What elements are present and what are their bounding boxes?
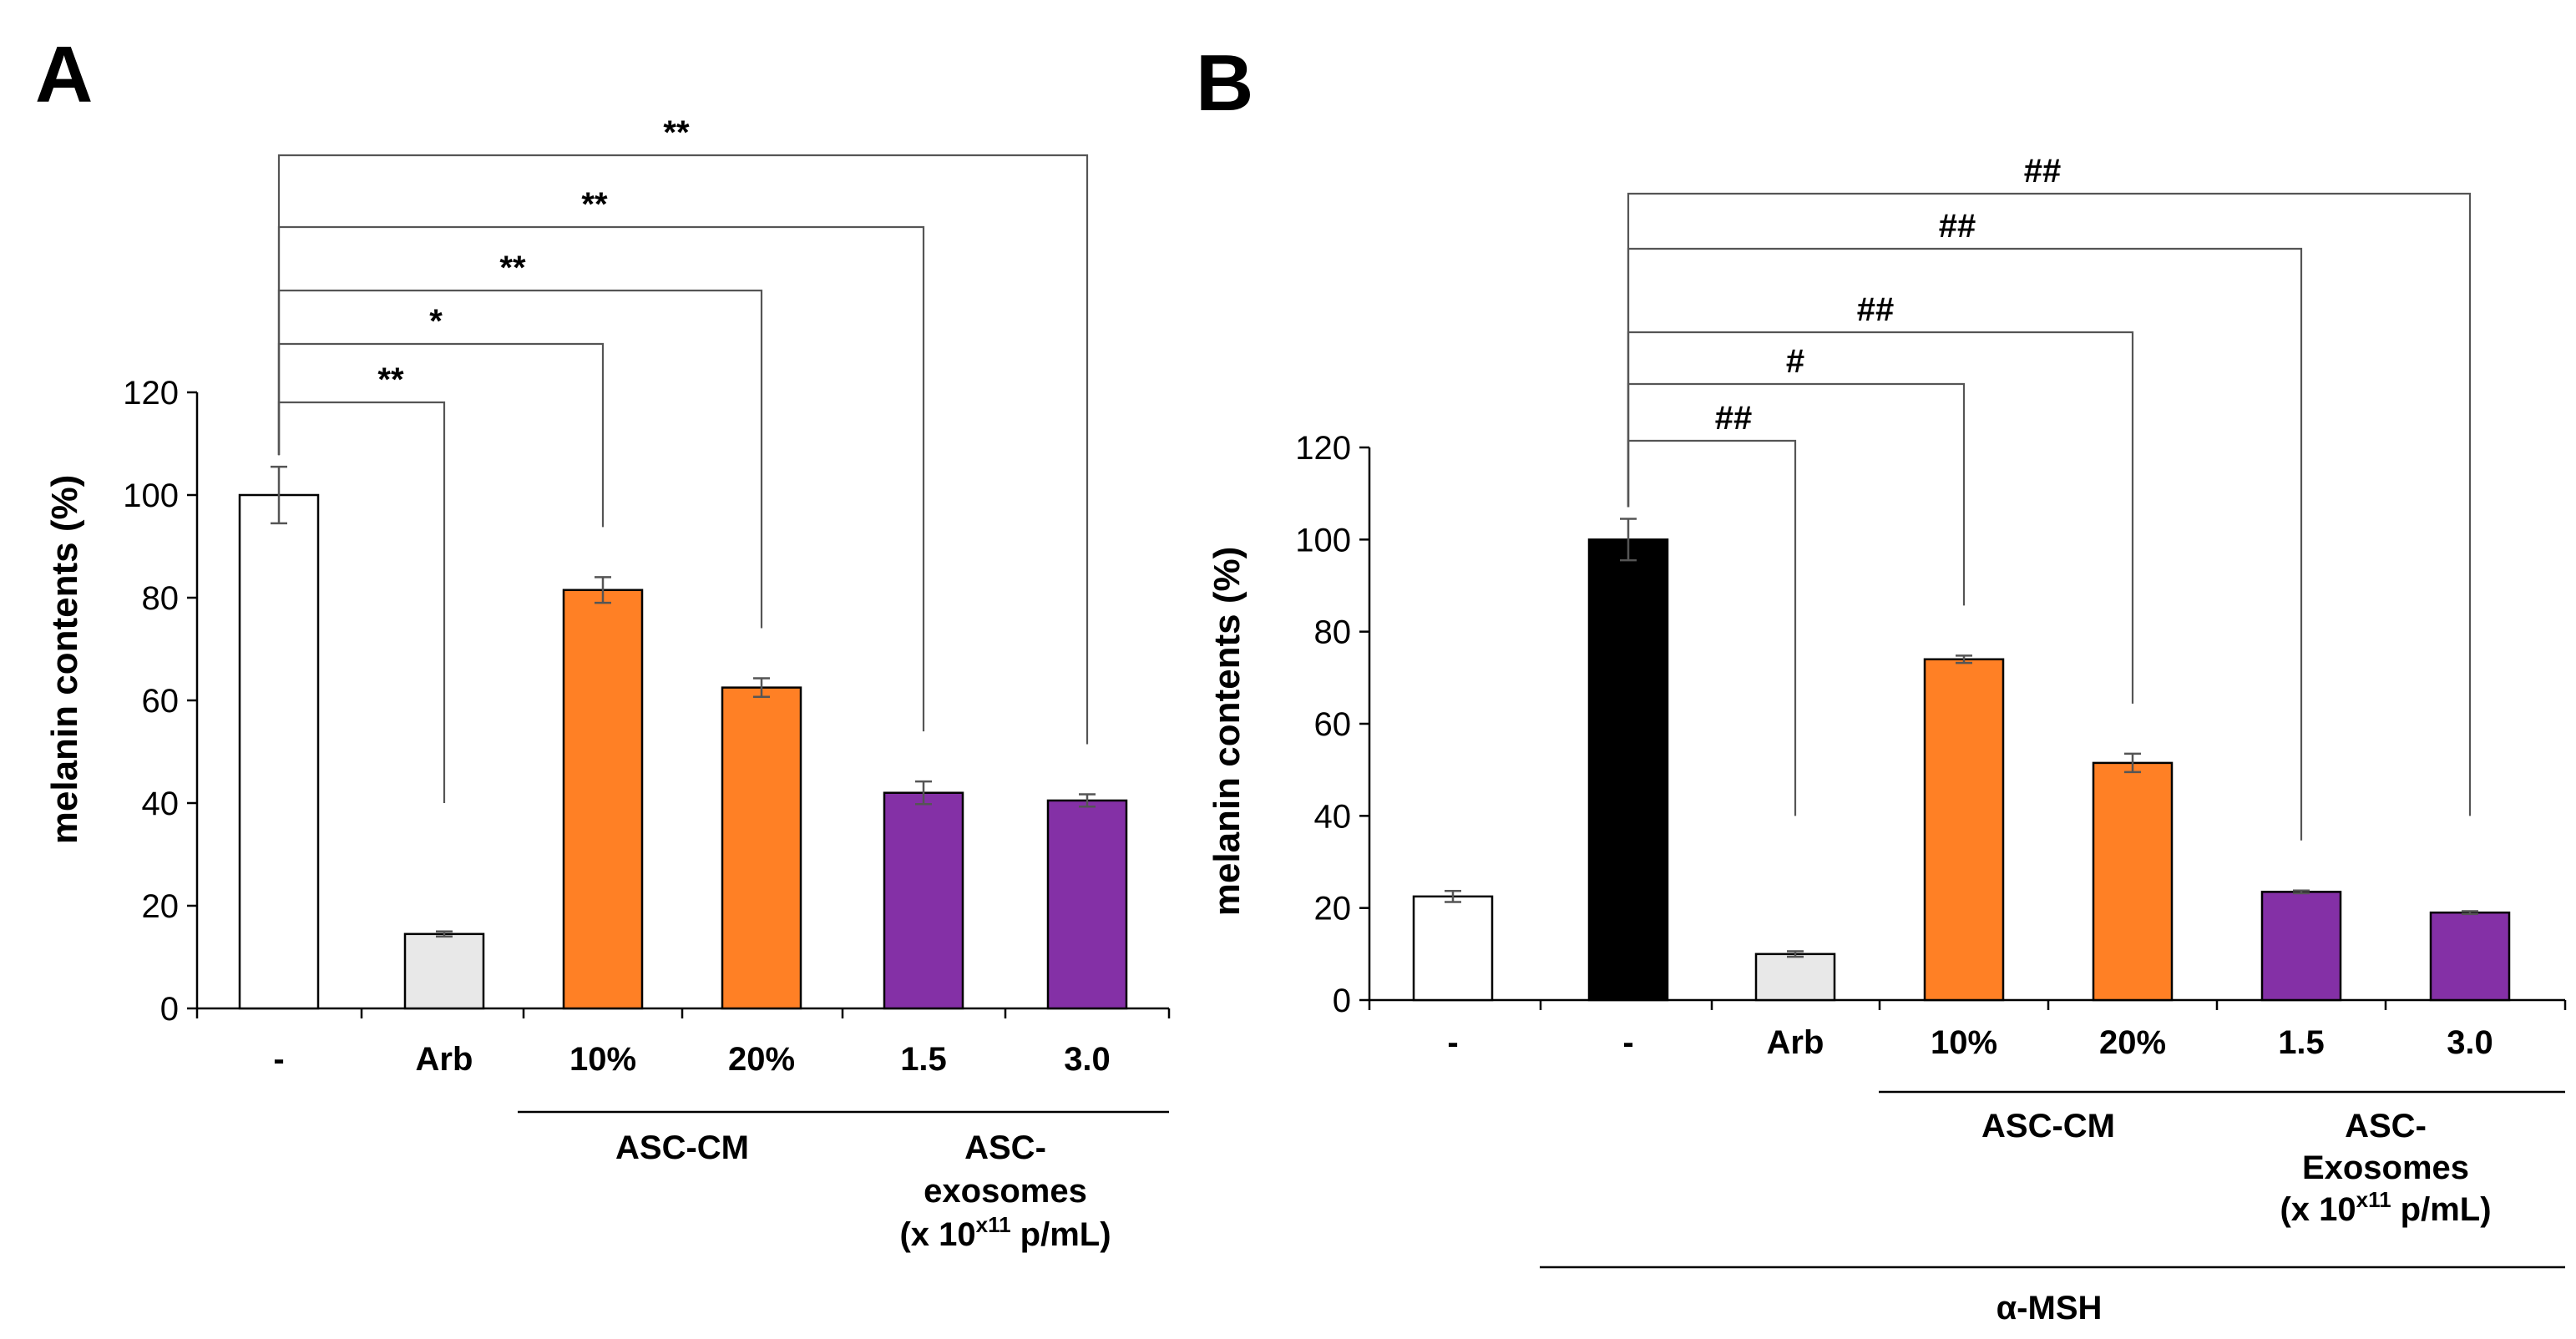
- y-tick-label: 0: [1333, 983, 1351, 1019]
- category-label: 1.5: [900, 1041, 947, 1078]
- category-label: 1.5: [2278, 1024, 2325, 1061]
- y-tick-label: 80: [1314, 614, 1352, 651]
- category-label: 3.0: [1064, 1041, 1111, 1078]
- y-tick-label: 120: [123, 375, 179, 412]
- bar-3: [1923, 658, 2005, 1002]
- bar-6: [2429, 911, 2511, 1002]
- group-label: exosomes: [924, 1173, 1087, 1210]
- significance-label: ##: [1939, 208, 1976, 245]
- significance-label: **: [499, 250, 526, 286]
- significance-label: ##: [1715, 400, 1753, 437]
- category-label: -: [1622, 1024, 1633, 1061]
- category-label: 10%: [1931, 1024, 1997, 1061]
- y-tick-label: 0: [160, 991, 179, 1028]
- group-label: (x 10x11 p/mL): [2280, 1187, 2491, 1228]
- significance-label: ##: [1857, 291, 1895, 328]
- y-tick-label: 120: [1295, 430, 1351, 467]
- y-axis-title: melanin contents (%): [1207, 547, 1248, 917]
- category-label: 20%: [2099, 1024, 2166, 1061]
- significance-label: *: [429, 303, 443, 340]
- significance-label: **: [581, 186, 608, 223]
- y-tick-label: 40: [142, 786, 180, 822]
- bar-1: [1587, 538, 1669, 1002]
- y-tick-label: 80: [142, 580, 180, 617]
- panel-letter: B: [1196, 38, 1253, 128]
- significance-bracket: [277, 289, 763, 629]
- bar-5: [1046, 799, 1128, 1010]
- panel-letter: A: [35, 30, 93, 119]
- bar-0: [1412, 895, 1494, 1002]
- group-label: ASC-: [964, 1129, 1046, 1166]
- bar-2: [1754, 952, 1836, 1002]
- category-label: 10%: [569, 1041, 636, 1078]
- significance-bracket: [277, 342, 605, 528]
- category-label: -: [273, 1041, 284, 1078]
- bar-5: [2260, 891, 2342, 1002]
- chart-panel-b: B 0 20 40 60 80 100 120 melanin contents (%) - - Ar…: [1196, 38, 2567, 1326]
- bar-1: [403, 932, 485, 1010]
- y-tick-label: 40: [1314, 798, 1352, 835]
- significance-label: **: [663, 114, 690, 151]
- category-label: 3.0: [2447, 1024, 2493, 1061]
- y-tick-label: 20: [1314, 891, 1352, 927]
- group-label: ASC-: [2345, 1108, 2427, 1144]
- group-label: Exosomes: [2302, 1150, 2469, 1186]
- bar-4: [2092, 761, 2174, 1002]
- category-label: -: [1447, 1024, 1458, 1061]
- bar-2: [562, 589, 644, 1010]
- group-label: α-MSH: [1997, 1290, 2103, 1326]
- group-label: ASC-CM: [615, 1129, 749, 1166]
- category-label: 20%: [728, 1041, 795, 1078]
- category-label: Arb: [416, 1041, 473, 1078]
- group-label: ASC-CM: [1981, 1108, 2115, 1144]
- group-label: (x 10x11 p/mL): [899, 1212, 1111, 1253]
- significance-bracket: [1627, 331, 2134, 704]
- chart-panel-a: A 0 20 40 60 80 100 120 melanin contents (%) - Arb…: [35, 30, 1171, 1253]
- y-tick-label: 100: [1295, 522, 1351, 558]
- y-tick-label: 100: [123, 477, 179, 514]
- y-axis-title: melanin contents (%): [44, 475, 85, 845]
- y-tick-label: 60: [1314, 706, 1352, 743]
- significance-label: #: [1786, 343, 1804, 380]
- category-label: Arb: [1767, 1024, 1824, 1061]
- y-tick-label: 60: [142, 683, 180, 720]
- y-tick-label: 20: [142, 888, 180, 925]
- bar-4: [883, 791, 964, 1010]
- significance-bracket: [1627, 192, 2472, 816]
- bar-0: [238, 493, 320, 1010]
- significance-label: **: [377, 361, 404, 398]
- significance-label: ##: [2024, 153, 2062, 189]
- bar-3: [721, 686, 802, 1010]
- significance-bracket: [277, 154, 1089, 745]
